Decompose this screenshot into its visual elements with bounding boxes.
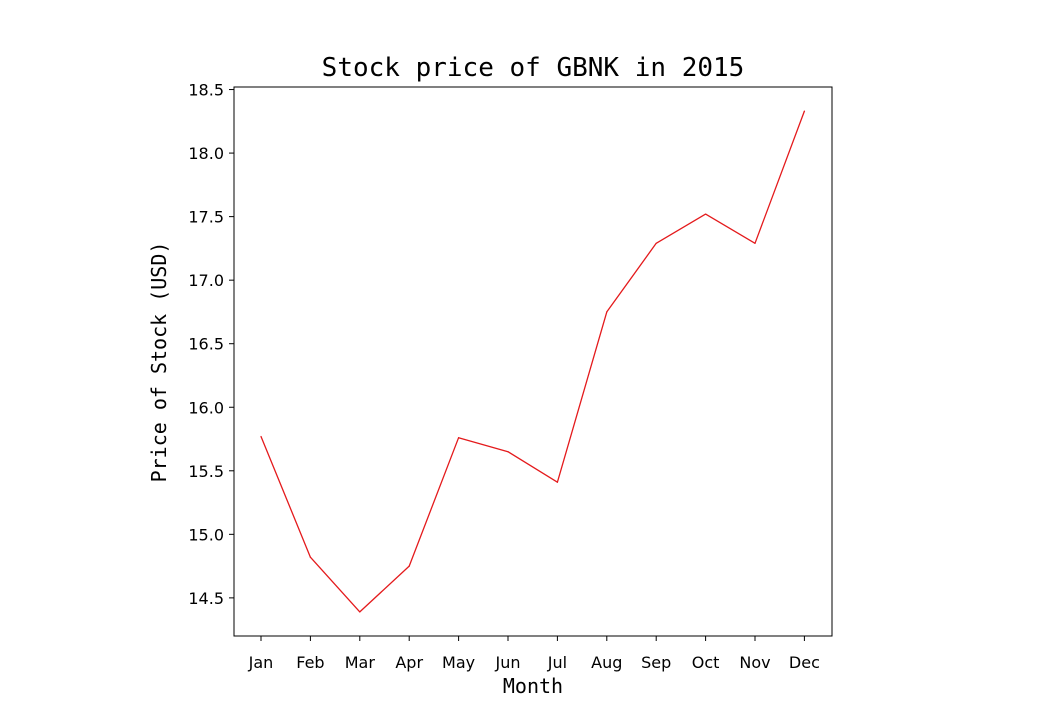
y-tick-label: 16.5 — [188, 335, 224, 354]
x-tick-label: Dec — [789, 653, 820, 672]
x-tick-label: Oct — [692, 653, 720, 672]
x-tick-label: Jul — [547, 653, 567, 672]
data-point — [507, 451, 509, 453]
y-axis: 14.5 15.0 15.5 16.0 16.5 17.0 17.5 18.0 18.5 — [188, 81, 234, 608]
x-tick-label: Sep — [641, 653, 671, 672]
x-tick-label: Jun — [495, 653, 521, 672]
series-layer — [260, 110, 806, 613]
y-tick-label: 15.0 — [188, 525, 224, 544]
data-point — [803, 110, 806, 112]
data-point — [458, 437, 460, 439]
x-axis: Jan Feb Mar Apr May Jun Jul Aug Sep Oct Nov Dec — [248, 636, 820, 672]
chart-title: Stock price of GBNK in 2015 — [322, 53, 745, 83]
plot-area-frame — [233, 86, 833, 637]
y-tick-label: 15.5 — [188, 462, 224, 481]
x-tick-label: Nov — [739, 653, 770, 672]
y-tick-label: 18.5 — [188, 81, 224, 100]
x-tick-label: Feb — [296, 653, 324, 672]
y-axis-label: Price of Stock (USD) — [147, 242, 171, 483]
x-tick-label: May — [442, 653, 475, 672]
data-point — [408, 565, 410, 567]
x-axis-label: Month — [503, 674, 563, 698]
data-point — [606, 311, 608, 313]
data-point — [359, 611, 361, 613]
data-point — [655, 242, 657, 244]
data-point — [556, 481, 559, 483]
y-tick-label: 17.0 — [188, 271, 224, 290]
series-line — [260, 110, 806, 613]
data-point — [754, 242, 756, 244]
x-tick-label: Mar — [345, 653, 376, 672]
x-tick-label: Jan — [248, 653, 274, 672]
y-tick-label: 17.5 — [188, 208, 224, 227]
y-tick-label: 14.5 — [188, 589, 224, 608]
x-tick-label: Apr — [395, 653, 423, 672]
y-tick-label: 16.0 — [188, 398, 224, 417]
x-tick-label: Aug — [591, 653, 622, 672]
data-point — [309, 556, 311, 558]
data-point — [705, 213, 707, 215]
y-tick-label: 18.0 — [188, 144, 224, 163]
data-point — [260, 435, 262, 438]
